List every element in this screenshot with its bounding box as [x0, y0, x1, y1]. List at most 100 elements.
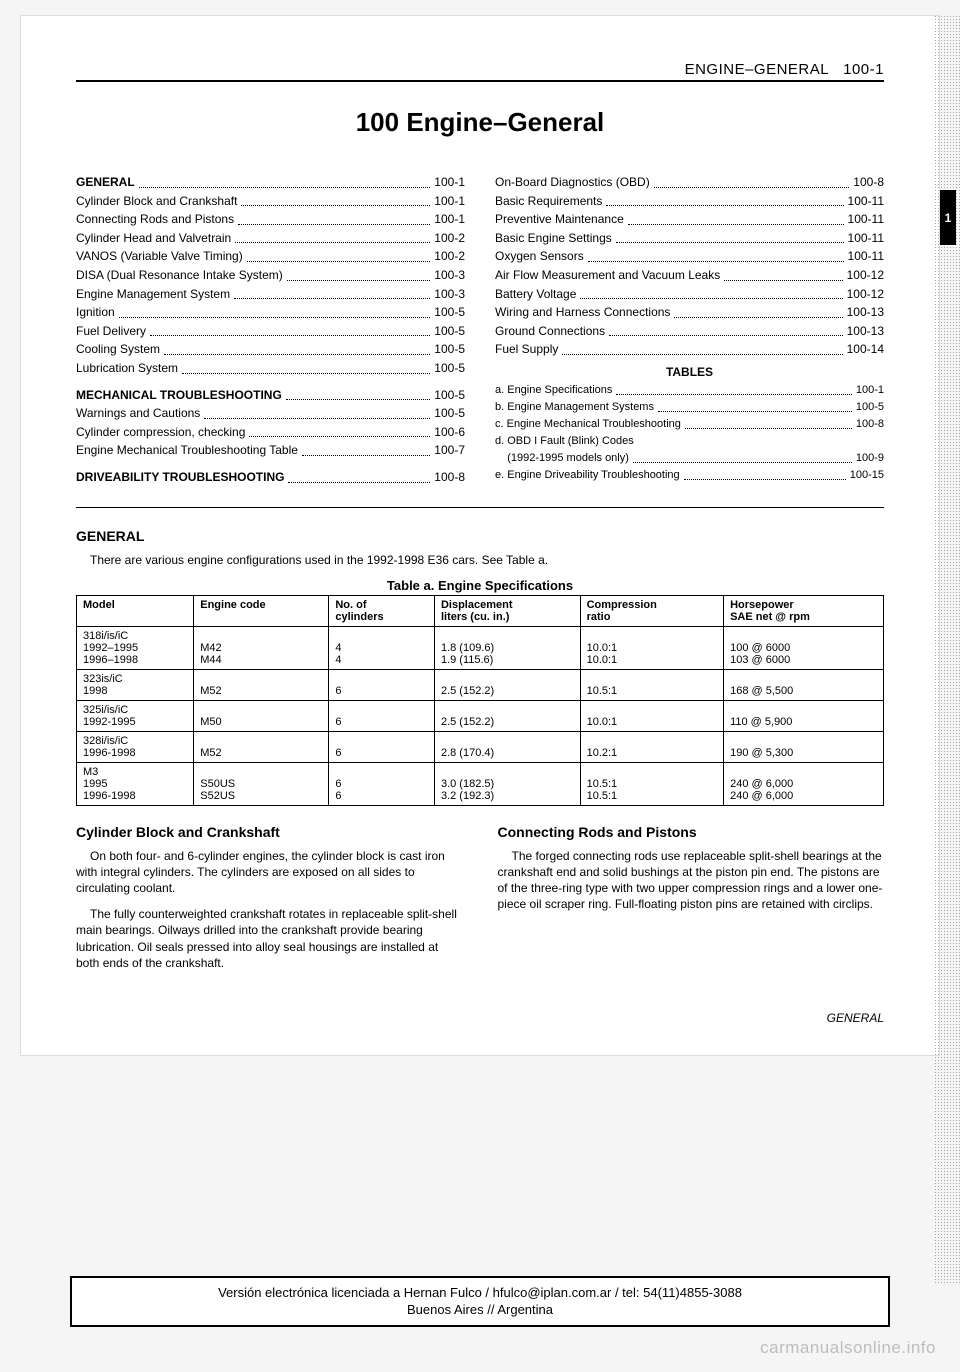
engine-spec-table: ModelEngine codeNo. ofcylindersDisplacem… — [76, 595, 884, 806]
toc-pageref: 100-5 — [434, 404, 465, 423]
table-cell: 168 @ 5,500 — [724, 669, 884, 700]
toc-pageref: 100-3 — [434, 285, 465, 304]
toc-entry: a. Engine Specifications 100-1 — [495, 382, 884, 399]
toc-entry: Warnings and Cautions100-5 — [76, 404, 465, 423]
para: The forged connecting rods use replaceab… — [498, 848, 885, 913]
page: ENGINE–GENERAL 100-1 100 Engine–General … — [20, 15, 940, 1056]
toc-label: DISA (Dual Resonance Intake System) — [76, 266, 283, 285]
toc-entry: DRIVEABILITY TROUBLESHOOTING 100-8 — [76, 468, 465, 487]
toc-label: Basic Requirements — [495, 192, 602, 211]
table-cell: M50 — [194, 700, 329, 731]
table-cell: 2.8 (170.4) — [434, 731, 580, 762]
table-row: 323is/iC1998M5262.5 (152.2)10.5:1168 @ 5… — [77, 669, 884, 700]
page-title: 100 Engine–General — [76, 107, 884, 138]
section-heading-general: GENERAL — [76, 528, 884, 544]
subhead-connecting-rods: Connecting Rods and Pistons — [498, 824, 885, 840]
table-caption: Table a. Engine Specifications — [76, 578, 884, 593]
toc-pageref: 100-5 — [434, 303, 465, 322]
table-cell: 240 @ 6,000240 @ 6,000 — [724, 762, 884, 805]
table-header-cell: Displacementliters (cu. in.) — [434, 595, 580, 626]
toc-pageref: 100-12 — [847, 285, 884, 304]
toc-label: Ignition — [76, 303, 115, 322]
toc-label: Engine Management System — [76, 285, 230, 304]
toc-entry: Cylinder Head and Valvetrain100-2 — [76, 229, 465, 248]
toc-label: Lubrication System — [76, 359, 178, 378]
toc-label: c. Engine Mechanical Troubleshooting — [495, 416, 681, 433]
toc-label: VANOS (Variable Valve Timing) — [76, 247, 243, 266]
table-cell: M42M44 — [194, 626, 329, 669]
binding-edge: 1 — [934, 15, 960, 1283]
table-row: 325i/is/iC1992-1995M5062.5 (152.2)10.0:1… — [77, 700, 884, 731]
table-cell: 10.5:1 — [580, 669, 724, 700]
header-section: ENGINE–GENERAL — [685, 61, 830, 78]
table-cell: 6 — [329, 700, 435, 731]
license-line1: Versión electrónica licenciada a Hernan … — [82, 1284, 878, 1302]
toc-label: DRIVEABILITY TROUBLESHOOTING — [76, 468, 284, 487]
table-cell: 6 — [329, 669, 435, 700]
table-cell: 190 @ 5,300 — [724, 731, 884, 762]
table-cell: S50USS52US — [194, 762, 329, 805]
toc-column-right: On-Board Diagnostics (OBD)100-8Basic Req… — [495, 173, 884, 487]
toc-entry: On-Board Diagnostics (OBD)100-8 — [495, 173, 884, 192]
table-cell: 3.0 (182.5)3.2 (192.3) — [434, 762, 580, 805]
toc-pageref: 100-1 — [434, 192, 465, 211]
table-cell: 10.0:1 — [580, 700, 724, 731]
running-header: ENGINE–GENERAL 100-1 — [76, 61, 884, 80]
table-cell: M319951996-1998 — [77, 762, 194, 805]
toc-label: Air Flow Measurement and Vacuum Leaks — [495, 266, 720, 285]
table-cell: 10.0:110.0:1 — [580, 626, 724, 669]
toc-label: MECHANICAL TROUBLESHOOTING — [76, 386, 282, 405]
toc-label: Engine Mechanical Troubleshooting Table — [76, 441, 298, 460]
toc-pageref: 100-1 — [856, 382, 884, 399]
toc-entry: GENERAL100-1 — [76, 173, 465, 192]
toc-entry: b. Engine Management Systems100-5 — [495, 399, 884, 416]
divider — [76, 507, 884, 508]
toc-label: Battery Voltage — [495, 285, 576, 304]
col-right: Connecting Rods and Pistons The forged c… — [498, 824, 885, 981]
table-header-cell: No. ofcylinders — [329, 595, 435, 626]
para: On both four- and 6-cylinder engines, th… — [76, 848, 463, 897]
table-row: 318i/is/iC1992–19951996–1998M42M44441.8 … — [77, 626, 884, 669]
header-pageref: 100-1 — [843, 61, 884, 78]
toc-pageref: 100-6 — [434, 423, 465, 442]
toc-entry: Fuel Supply100-14 — [495, 340, 884, 359]
toc-entry: Fuel Delivery100-5 — [76, 322, 465, 341]
toc-entry: Battery Voltage 100-12 — [495, 285, 884, 304]
toc-label: Cooling System — [76, 340, 160, 359]
table-cell: 44 — [329, 626, 435, 669]
table-cell: 2.5 (152.2) — [434, 700, 580, 731]
table-cell: 318i/is/iC1992–19951996–1998 — [77, 626, 194, 669]
toc-label: Connecting Rods and Pistons — [76, 210, 234, 229]
toc-label: b. Engine Management Systems — [495, 399, 654, 416]
toc-label: a. Engine Specifications — [495, 382, 612, 399]
toc-entry: Basic Engine Settings100-11 — [495, 229, 884, 248]
toc-pageref: 100-13 — [847, 303, 884, 322]
general-intro: There are various engine configurations … — [76, 552, 884, 568]
toc-entry: DISA (Dual Resonance Intake System) 100-3 — [76, 266, 465, 285]
table-cell: 6 — [329, 731, 435, 762]
toc-pageref: 100-1 — [434, 210, 465, 229]
toc-label: d. OBD I Fault (Blink) Codes — [495, 433, 634, 450]
toc-pageref: 100-2 — [434, 247, 465, 266]
toc-label: (1992-1995 models only) — [495, 450, 629, 467]
toc-tables-header: TABLES — [495, 363, 884, 382]
toc-pageref: 100-3 — [434, 266, 465, 285]
toc-entry: Lubrication System100-5 — [76, 359, 465, 378]
toc-pageref: 100-7 — [434, 441, 465, 460]
toc-label: Oxygen Sensors — [495, 247, 584, 266]
toc-pageref: 100-9 — [856, 450, 884, 467]
table-cell: 1.8 (109.6)1.9 (115.6) — [434, 626, 580, 669]
table-cell: 328i/is/iC1996-1998 — [77, 731, 194, 762]
license-footer: Versión electrónica licenciada a Hernan … — [70, 1276, 890, 1327]
col-left: Cylinder Block and Crankshaft On both fo… — [76, 824, 463, 981]
toc-label: e. Engine Driveability Troubleshooting — [495, 467, 680, 484]
toc-entry: Connecting Rods and Pistons 100-1 — [76, 210, 465, 229]
table-cell: 2.5 (152.2) — [434, 669, 580, 700]
toc-pageref: 100-5 — [434, 340, 465, 359]
toc-entry: Engine Management System 100-3 — [76, 285, 465, 304]
toc-label: Cylinder compression, checking — [76, 423, 245, 442]
toc-pageref: 100-8 — [434, 468, 465, 487]
table-cell: 10.2:1 — [580, 731, 724, 762]
table-row: M319951996-1998S50USS52US663.0 (182.5)3.… — [77, 762, 884, 805]
toc-label: GENERAL — [76, 173, 135, 192]
